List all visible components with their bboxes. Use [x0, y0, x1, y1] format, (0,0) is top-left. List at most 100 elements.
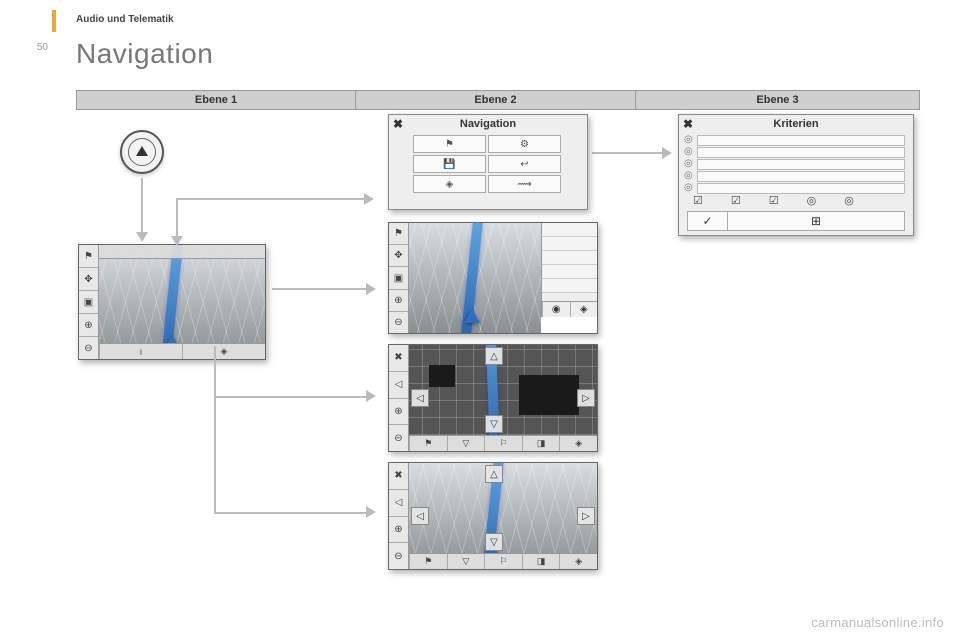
zoom-in-icon[interactable]: ⊕	[79, 314, 98, 337]
checkbox-icon[interactable]: ☑	[769, 194, 779, 207]
map-side-toolbar: ✖ ◁ ⊕ ⊖	[389, 345, 409, 451]
map-top-bar	[99, 245, 265, 259]
compass-icon	[128, 138, 156, 166]
flag2-icon[interactable]: ⚐	[484, 554, 522, 569]
watermark-text: carmanualsonline.info	[811, 615, 944, 630]
main-map-screen[interactable]: ⚑ ✥ ▣ ⊕ ⊖ i ◈	[78, 244, 266, 360]
flag-icon[interactable]: ⚑	[409, 436, 447, 451]
down-icon[interactable]: ▽	[447, 554, 485, 569]
flag-icon[interactable]: ⚑	[409, 554, 447, 569]
pan-right-icon[interactable]: ▷	[577, 389, 595, 407]
criteria-row[interactable]	[697, 171, 905, 182]
split-icon[interactable]: ◨	[522, 436, 560, 451]
list-target-btn[interactable]: ◈	[570, 302, 598, 317]
map-2d-pan-screen[interactable]: ✖ ◁ ⊕ ⊖ △ ▽ ◁ ▷ ⚑ ▽ ⚐ ◨ ◈	[388, 344, 598, 452]
col-ebene-1: Ebene 1	[76, 90, 356, 110]
navigation-menu-panel: ✖ Navigation ⚑ ⚙ 💾 ↩ ◈ ⟿	[388, 114, 588, 210]
flow-arrow	[141, 178, 143, 234]
list-item[interactable]	[542, 265, 597, 279]
nav-opt-center[interactable]: ◈	[413, 175, 486, 193]
criteria-footer: ✓ ⊞	[687, 211, 905, 231]
close-icon[interactable]: ✖	[389, 345, 408, 372]
zoom-out-icon[interactable]: ⊖	[79, 337, 98, 359]
compass-button[interactable]	[120, 130, 164, 174]
building-block	[429, 365, 455, 387]
split-icon[interactable]: ◨	[522, 554, 560, 569]
col-ebene-3: Ebene 3	[636, 90, 920, 110]
radio-icon[interactable]: ◎	[807, 194, 817, 207]
panel-title: Kriterien	[679, 118, 913, 130]
move-icon[interactable]: ✥	[389, 245, 408, 267]
flow-arrow	[592, 152, 664, 154]
flow-arrow	[214, 346, 216, 358]
poi-list: ◉ ◈	[541, 223, 597, 317]
panel-title: Navigation	[389, 118, 587, 130]
pan-left-icon[interactable]: ◁	[389, 372, 408, 399]
nav-opt-save[interactable]: 💾	[413, 155, 486, 173]
nav-opt-route[interactable]: ⟿	[488, 175, 561, 193]
list-center-btn[interactable]: ◉	[542, 302, 570, 317]
pan-left-icon[interactable]: ◁	[411, 507, 429, 525]
nav-opt-return[interactable]: ↩	[488, 155, 561, 173]
criteria-row[interactable]	[697, 183, 905, 194]
pan-right-icon[interactable]: ▷	[577, 507, 595, 525]
pan-down-icon[interactable]: ▽	[485, 415, 503, 433]
map-with-list-screen[interactable]: ⚑ ✥ ▣ ⊕ ⊖ ◉ ◈	[388, 222, 598, 334]
flow-arrow	[176, 198, 366, 200]
zoom-out-icon[interactable]: ⊖	[389, 425, 408, 451]
layers-icon[interactable]: ▣	[389, 267, 408, 289]
criteria-row[interactable]	[697, 135, 905, 146]
col-ebene-2: Ebene 2	[356, 90, 636, 110]
zoom-in-icon[interactable]: ⊕	[389, 399, 408, 426]
pan-up-icon[interactable]: △	[485, 465, 503, 483]
list-item[interactable]	[542, 223, 597, 237]
center-icon[interactable]: ◈	[559, 554, 597, 569]
criteria-row[interactable]	[697, 159, 905, 170]
list-item[interactable]	[542, 237, 597, 251]
grid-button[interactable]: ⊞	[728, 212, 904, 230]
nav-opt-settings[interactable]: ⚙	[488, 135, 561, 153]
building-block	[519, 375, 579, 415]
zoom-in-icon[interactable]: ⊕	[389, 517, 408, 544]
level-table-header: Ebene 1 Ebene 2 Ebene 3	[76, 90, 920, 110]
center-btn[interactable]: ◈	[182, 344, 265, 359]
map-bottom-bar: ⚑ ▽ ⚐ ◨ ◈	[409, 553, 597, 569]
list-item[interactable]	[542, 251, 597, 265]
flow-arrow	[176, 198, 178, 238]
checkbox-icon[interactable]: ☑	[693, 194, 703, 207]
flow-arrow	[272, 288, 368, 290]
nav-opt-flag[interactable]: ⚑	[413, 135, 486, 153]
criteria-row[interactable]	[697, 147, 905, 158]
confirm-button[interactable]: ✓	[688, 212, 728, 230]
zoom-in-icon[interactable]: ⊕	[389, 290, 408, 312]
map-side-toolbar: ✖ ◁ ⊕ ⊖	[389, 463, 409, 569]
pan-down-icon[interactable]: ▽	[485, 533, 503, 551]
page-title: Navigation	[76, 38, 213, 70]
flag-icon[interactable]: ⚑	[389, 223, 408, 245]
map-3d-pan-screen[interactable]: ✖ ◁ ⊕ ⊖ △ ▽ ◁ ▷ ⚑ ▽ ⚐ ◨ ◈	[388, 462, 598, 570]
center-icon[interactable]: ◈	[559, 436, 597, 451]
page-number: 50	[0, 42, 48, 53]
pan-up-icon[interactable]: △	[485, 347, 503, 365]
checkbox-icon[interactable]: ☑	[731, 194, 741, 207]
flag2-icon[interactable]: ⚐	[484, 436, 522, 451]
criteria-list	[697, 135, 905, 195]
down-icon[interactable]: ▽	[447, 436, 485, 451]
kriterien-panel: ✖ Kriterien ☑ ☑ ☑ ◎ ◎ ✓ ⊞	[678, 114, 914, 236]
flag-icon[interactable]: ⚑	[79, 245, 98, 268]
section-header: Audio und Telematik	[76, 14, 174, 25]
zoom-out-icon[interactable]: ⊖	[389, 543, 408, 569]
map-bottom-bar: ⚑ ▽ ⚐ ◨ ◈	[409, 435, 597, 451]
layers-icon[interactable]: ▣	[79, 291, 98, 314]
info-btn[interactable]: i	[99, 344, 182, 359]
pan-left-icon[interactable]: ◁	[411, 389, 429, 407]
close-icon[interactable]: ✖	[389, 463, 408, 490]
flow-arrow	[214, 358, 368, 514]
pan-left-icon[interactable]: ◁	[389, 490, 408, 517]
zoom-out-icon[interactable]: ⊖	[389, 312, 408, 333]
move-icon[interactable]: ✥	[79, 268, 98, 291]
list-item[interactable]	[542, 279, 597, 293]
map-side-toolbar: ⚑ ✥ ▣ ⊕ ⊖	[79, 245, 99, 359]
vehicle-marker-icon	[464, 309, 480, 323]
radio-icon[interactable]: ◎	[844, 194, 854, 207]
